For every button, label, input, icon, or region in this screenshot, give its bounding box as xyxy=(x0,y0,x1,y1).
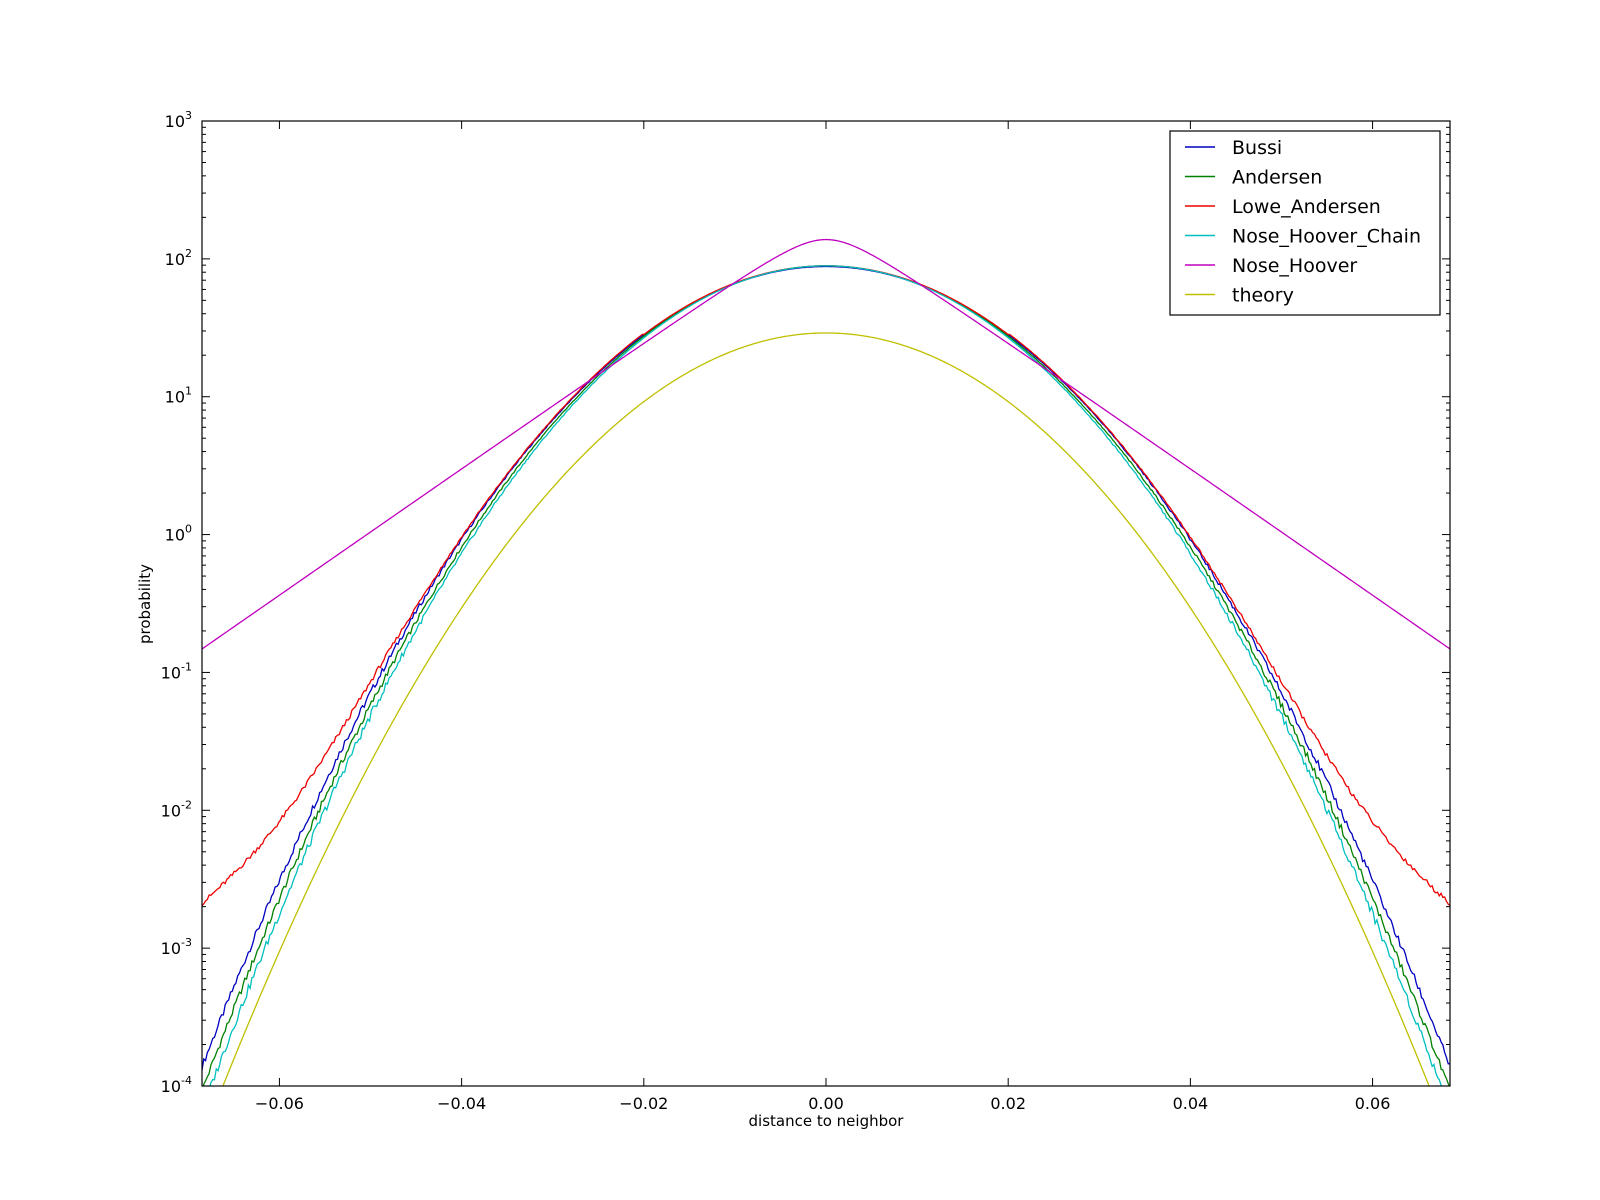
x-tick-label: 0.04 xyxy=(1173,1094,1209,1113)
x-tick-label: 0.06 xyxy=(1355,1094,1391,1113)
legend-label: Andersen xyxy=(1232,167,1322,189)
legend-label: Bussi xyxy=(1232,137,1282,159)
tick-layer: −0.06 −0.04 −0.02 0.00 0.02 0.04 0.0610-410-31… xyxy=(161,109,1450,1113)
y-tick-label-exponent: 3 xyxy=(185,109,192,122)
y-axis-label: probability xyxy=(136,564,154,644)
legend-label: theory xyxy=(1232,285,1294,307)
y-tick-label-base: 10 xyxy=(165,112,185,131)
y-tick-label: 10-1 xyxy=(161,660,192,682)
y-tick-label-base: 10 xyxy=(165,388,185,407)
x-tick-label: 0.02 xyxy=(990,1094,1026,1113)
y-tick-label: 10-2 xyxy=(161,798,192,820)
x-axis-label: distance to neighbor xyxy=(749,1112,905,1130)
series-line-nose-hoover-chain xyxy=(209,265,1442,1086)
y-tick-label-exponent: -4 xyxy=(181,1074,192,1087)
legend: Bussi Andersen Lowe_Andersen Nose_Hoover_Ch… xyxy=(1169,130,1441,316)
y-tick-label: 100 xyxy=(165,523,192,545)
y-tick-label-base: 10 xyxy=(165,250,185,269)
y-tick-label-exponent: 0 xyxy=(185,523,192,536)
x-tick-label: −0.02 xyxy=(619,1094,668,1113)
legend-label: Nose_Hoover_Chain xyxy=(1232,226,1421,248)
series-line-bussi xyxy=(202,265,1450,1071)
y-tick-label-base: 10 xyxy=(165,526,185,545)
y-tick-label-base: 10 xyxy=(161,801,181,820)
y-tick-label-exponent: 1 xyxy=(185,385,192,398)
y-tick-label: 102 xyxy=(165,247,192,269)
y-tick-label-base: 10 xyxy=(161,663,181,682)
y-tick-label: 10-3 xyxy=(161,936,192,958)
series-line-theory xyxy=(222,332,1430,1086)
series-layer xyxy=(202,238,1450,1086)
y-tick-label-base: 10 xyxy=(161,1077,181,1096)
legend-label: Lowe_Andersen xyxy=(1232,196,1381,218)
y-tick-label-exponent: -3 xyxy=(181,936,192,949)
y-tick-label: 10-4 xyxy=(161,1074,192,1096)
y-tick-label-exponent: 2 xyxy=(185,247,192,260)
x-tick-label: 0.00 xyxy=(808,1094,844,1113)
x-tick-label: −0.06 xyxy=(255,1094,304,1113)
y-tick-label-exponent: -2 xyxy=(181,798,192,811)
y-tick-label: 101 xyxy=(165,385,192,407)
legend-frame xyxy=(1169,130,1441,316)
y-tick-label-exponent: -1 xyxy=(181,660,192,673)
y-tick-label-base: 10 xyxy=(161,939,181,958)
series-line-nose-hoover xyxy=(202,238,1450,650)
x-tick-label: −0.04 xyxy=(437,1094,486,1113)
y-tick-label: 103 xyxy=(165,109,192,131)
legend-label: Nose_Hoover xyxy=(1232,255,1357,277)
